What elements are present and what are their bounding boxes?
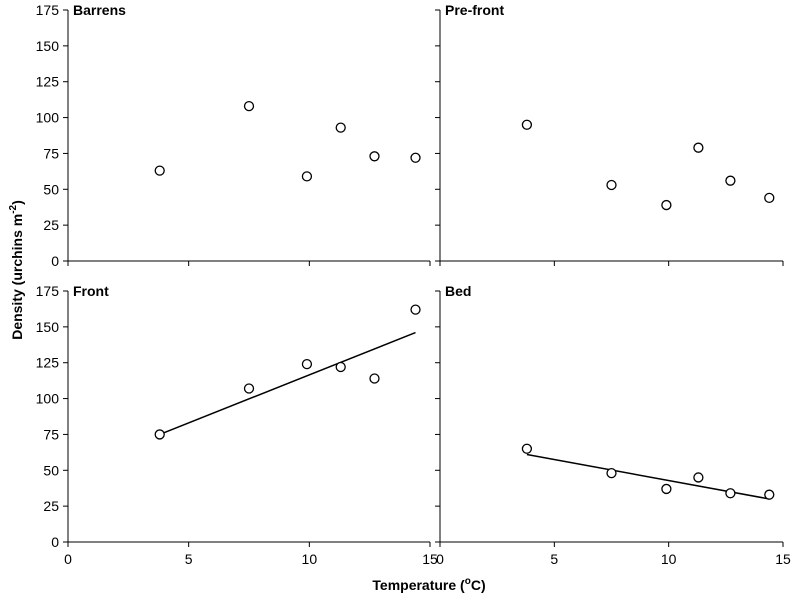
trendline [159, 331, 416, 436]
y-tick-label: 50 [43, 462, 59, 478]
y-tick-label: 125 [36, 355, 60, 371]
svg-text:Temperature (oC): Temperature (oC) [372, 576, 485, 593]
data-point [606, 468, 617, 479]
data-point [243, 383, 255, 394]
data-point [521, 119, 533, 130]
x-tick-label: 5 [550, 551, 558, 567]
data-point [693, 142, 704, 153]
y-tick-label: 50 [43, 181, 59, 197]
data-point [661, 199, 672, 211]
x-tick-label: 15 [775, 551, 791, 567]
data-point [410, 304, 421, 315]
panel-pre-front: Pre-front [435, 2, 784, 266]
data-point [301, 171, 313, 182]
y-axis-title: Density (urchins m-2) [8, 200, 25, 340]
y-tick-label: 25 [43, 498, 59, 514]
data-point [154, 165, 165, 176]
y-tick-label: 75 [43, 145, 59, 161]
panel-front: 0 25 50 75 100 125 150 175 0 5 10 15 Front [36, 283, 438, 567]
y-tick-label: 150 [36, 38, 60, 54]
y-tick-label: 0 [51, 253, 59, 269]
data-point [606, 179, 617, 191]
y-axis-title-superscript: -2 [8, 204, 19, 213]
y-tick-label: 100 [36, 110, 60, 126]
y-axis-title-text: Density (urchins m [9, 214, 25, 340]
data-point [661, 483, 672, 495]
data-point [335, 122, 346, 133]
panel-title: Bed [445, 283, 471, 299]
y-tick-label: 150 [36, 319, 60, 335]
panel-bed: 0 5 10 15 Bed [435, 283, 791, 567]
data-point [154, 429, 165, 440]
x-tick-label: 10 [661, 551, 677, 567]
data-point [410, 152, 421, 163]
panel-barrens: 0 25 50 75 100 125 150 175 Barrens [36, 2, 431, 269]
y-tick-label: 125 [36, 74, 60, 90]
x-axis-title-suffix: C) [471, 577, 486, 593]
data-point [369, 151, 380, 162]
panel-title: Pre-front [445, 2, 504, 18]
x-axis-title-superscript: o [465, 576, 471, 587]
data-point [369, 373, 380, 384]
data-point [521, 443, 533, 454]
data-point [764, 489, 775, 500]
x-axis-title: Temperature (oC) [372, 576, 485, 593]
y-tick-label: 100 [36, 391, 60, 407]
x-tick-label: 0 [64, 551, 72, 567]
data-point [764, 192, 775, 204]
data-point [725, 175, 736, 186]
data-point [693, 472, 704, 483]
y-tick-label: 175 [36, 283, 60, 299]
panel-title: Front [73, 283, 109, 299]
y-tick-label: 175 [36, 2, 60, 18]
data-point [243, 100, 255, 112]
data-point [335, 361, 346, 373]
y-axis-title-suffix: ) [9, 200, 25, 205]
data-point [725, 488, 736, 499]
x-axis-title-text: Temperature ( [372, 577, 465, 593]
x-tick-label: 15 [422, 551, 438, 567]
svg-text:Density (urchins m-2): Density (urchins m-2) [8, 200, 25, 340]
x-tick-label: 10 [302, 551, 318, 567]
x-tick-label: 0 [436, 551, 444, 567]
data-point [301, 358, 313, 370]
y-tick-label: 75 [43, 426, 59, 442]
panel-title: Barrens [73, 2, 126, 18]
y-tick-label: 25 [43, 217, 59, 233]
x-tick-label: 5 [185, 551, 193, 567]
y-tick-label: 0 [51, 534, 59, 550]
